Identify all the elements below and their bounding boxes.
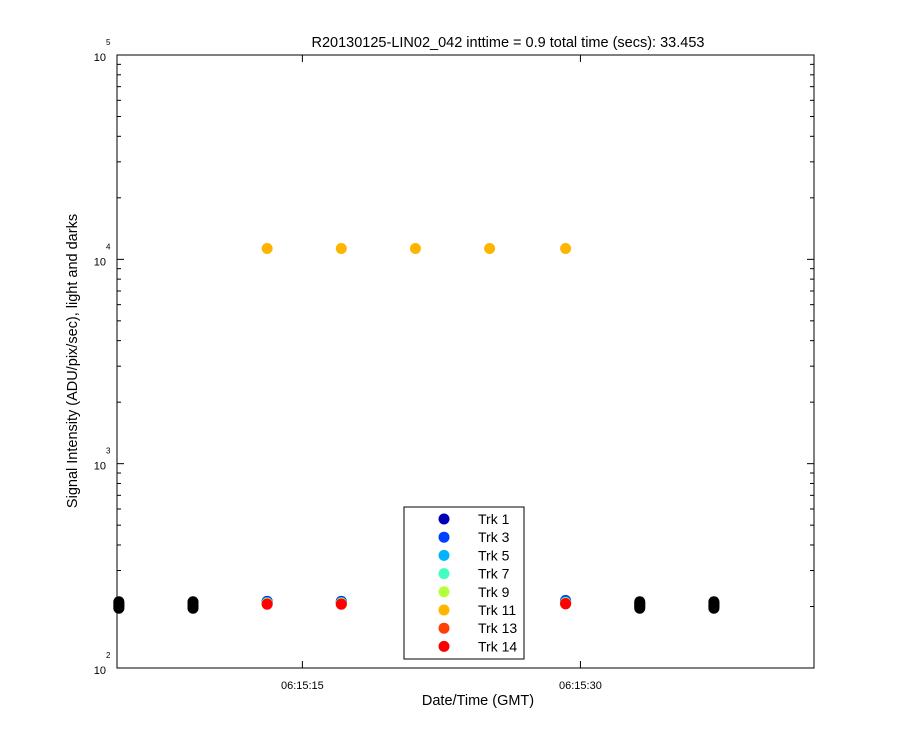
legend-marker bbox=[438, 640, 450, 652]
y-tick-label: 10 bbox=[94, 461, 106, 473]
data-point bbox=[261, 242, 273, 254]
legend-label: Trk 11 bbox=[478, 602, 516, 618]
y-tick-label-exponent: 2 bbox=[106, 651, 111, 660]
y-tick-label-exponent: 4 bbox=[106, 242, 111, 251]
data-point bbox=[335, 598, 347, 610]
chart-title: R20130125-LIN02_042 inttime = 0.9 total … bbox=[312, 35, 705, 51]
y-tick-label: 10 bbox=[94, 52, 106, 64]
y-tick-label: 10 bbox=[94, 256, 106, 268]
legend-label: Trk 1 bbox=[478, 511, 510, 527]
legend: Trk 1 Trk 3 Trk 5 Trk 7 Trk 9 Trk 11 Trk 13 Trk… bbox=[403, 506, 525, 660]
dark-point bbox=[113, 596, 125, 608]
legend-label: Trk 7 bbox=[478, 566, 510, 582]
dark-point bbox=[708, 596, 720, 608]
legend-marker bbox=[438, 531, 450, 543]
x-tick-label: 06:15:15 bbox=[281, 680, 324, 692]
legend-box bbox=[403, 506, 525, 660]
legend-marker bbox=[438, 549, 450, 561]
legend-label: Trk 3 bbox=[478, 529, 510, 545]
y-tick-label-exponent: 3 bbox=[106, 447, 111, 456]
legend-label: Trk 9 bbox=[478, 584, 510, 600]
series-trk-11 bbox=[261, 242, 572, 254]
x-axis-label: Date/Time (GMT) bbox=[422, 693, 534, 709]
x-tick-label: 06:15:30 bbox=[559, 680, 602, 692]
dark-point bbox=[187, 596, 199, 608]
y-tick-label-exponent: 5 bbox=[106, 38, 111, 47]
data-point bbox=[335, 242, 347, 254]
dark-point bbox=[634, 596, 646, 608]
legend-label: Trk 14 bbox=[478, 638, 517, 654]
legend-marker bbox=[438, 586, 450, 598]
y-axis-label: Signal Intensity (ADU/pix/sec), light an… bbox=[65, 214, 81, 508]
legend-marker bbox=[438, 622, 450, 634]
data-point bbox=[261, 598, 273, 610]
series-trk-14 bbox=[261, 598, 572, 610]
legend-marker bbox=[438, 604, 450, 616]
x-tick-labels: 06:15:15 06:15:30 bbox=[281, 680, 602, 692]
data-points bbox=[113, 242, 720, 614]
legend-marker bbox=[438, 513, 450, 525]
dark-series bbox=[113, 596, 720, 614]
data-point bbox=[409, 242, 421, 254]
legend-label: Trk 5 bbox=[478, 547, 510, 563]
legend-label: Trk 13 bbox=[478, 620, 517, 636]
data-point bbox=[560, 242, 572, 254]
data-point bbox=[560, 598, 572, 610]
legend-marker bbox=[438, 568, 450, 580]
data-point bbox=[484, 242, 496, 254]
y-tick-label: 10 bbox=[94, 665, 106, 677]
plot-area bbox=[116, 54, 815, 669]
